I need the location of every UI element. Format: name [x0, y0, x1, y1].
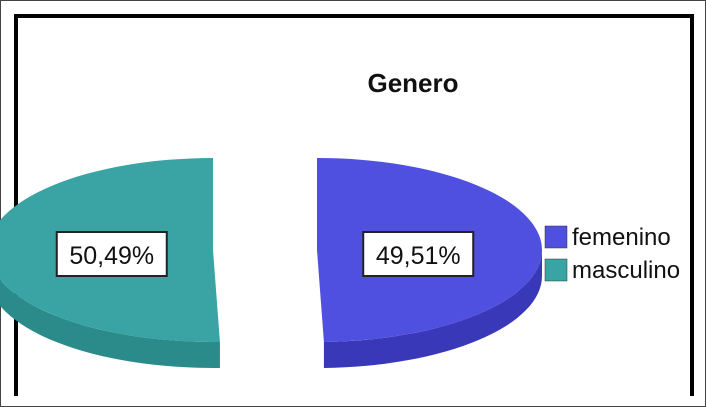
legend-swatch-masculino — [544, 258, 568, 282]
data-label-box-masculino — [55, 231, 168, 277]
legend-swatch-femenino — [544, 225, 568, 249]
pie-slice-side-femenino — [323, 250, 542, 368]
chart-title: Genero — [367, 68, 458, 98]
legend-label-masculino: masculino — [572, 257, 680, 284]
data-label-box-femenino — [362, 231, 475, 277]
pie-slice-side-masculino — [0, 279, 220, 368]
legend-label-femenino: femenino — [572, 224, 671, 251]
data-label-femenino: 49,51% — [376, 242, 461, 270]
data-label-masculino: 50,49% — [69, 242, 154, 270]
